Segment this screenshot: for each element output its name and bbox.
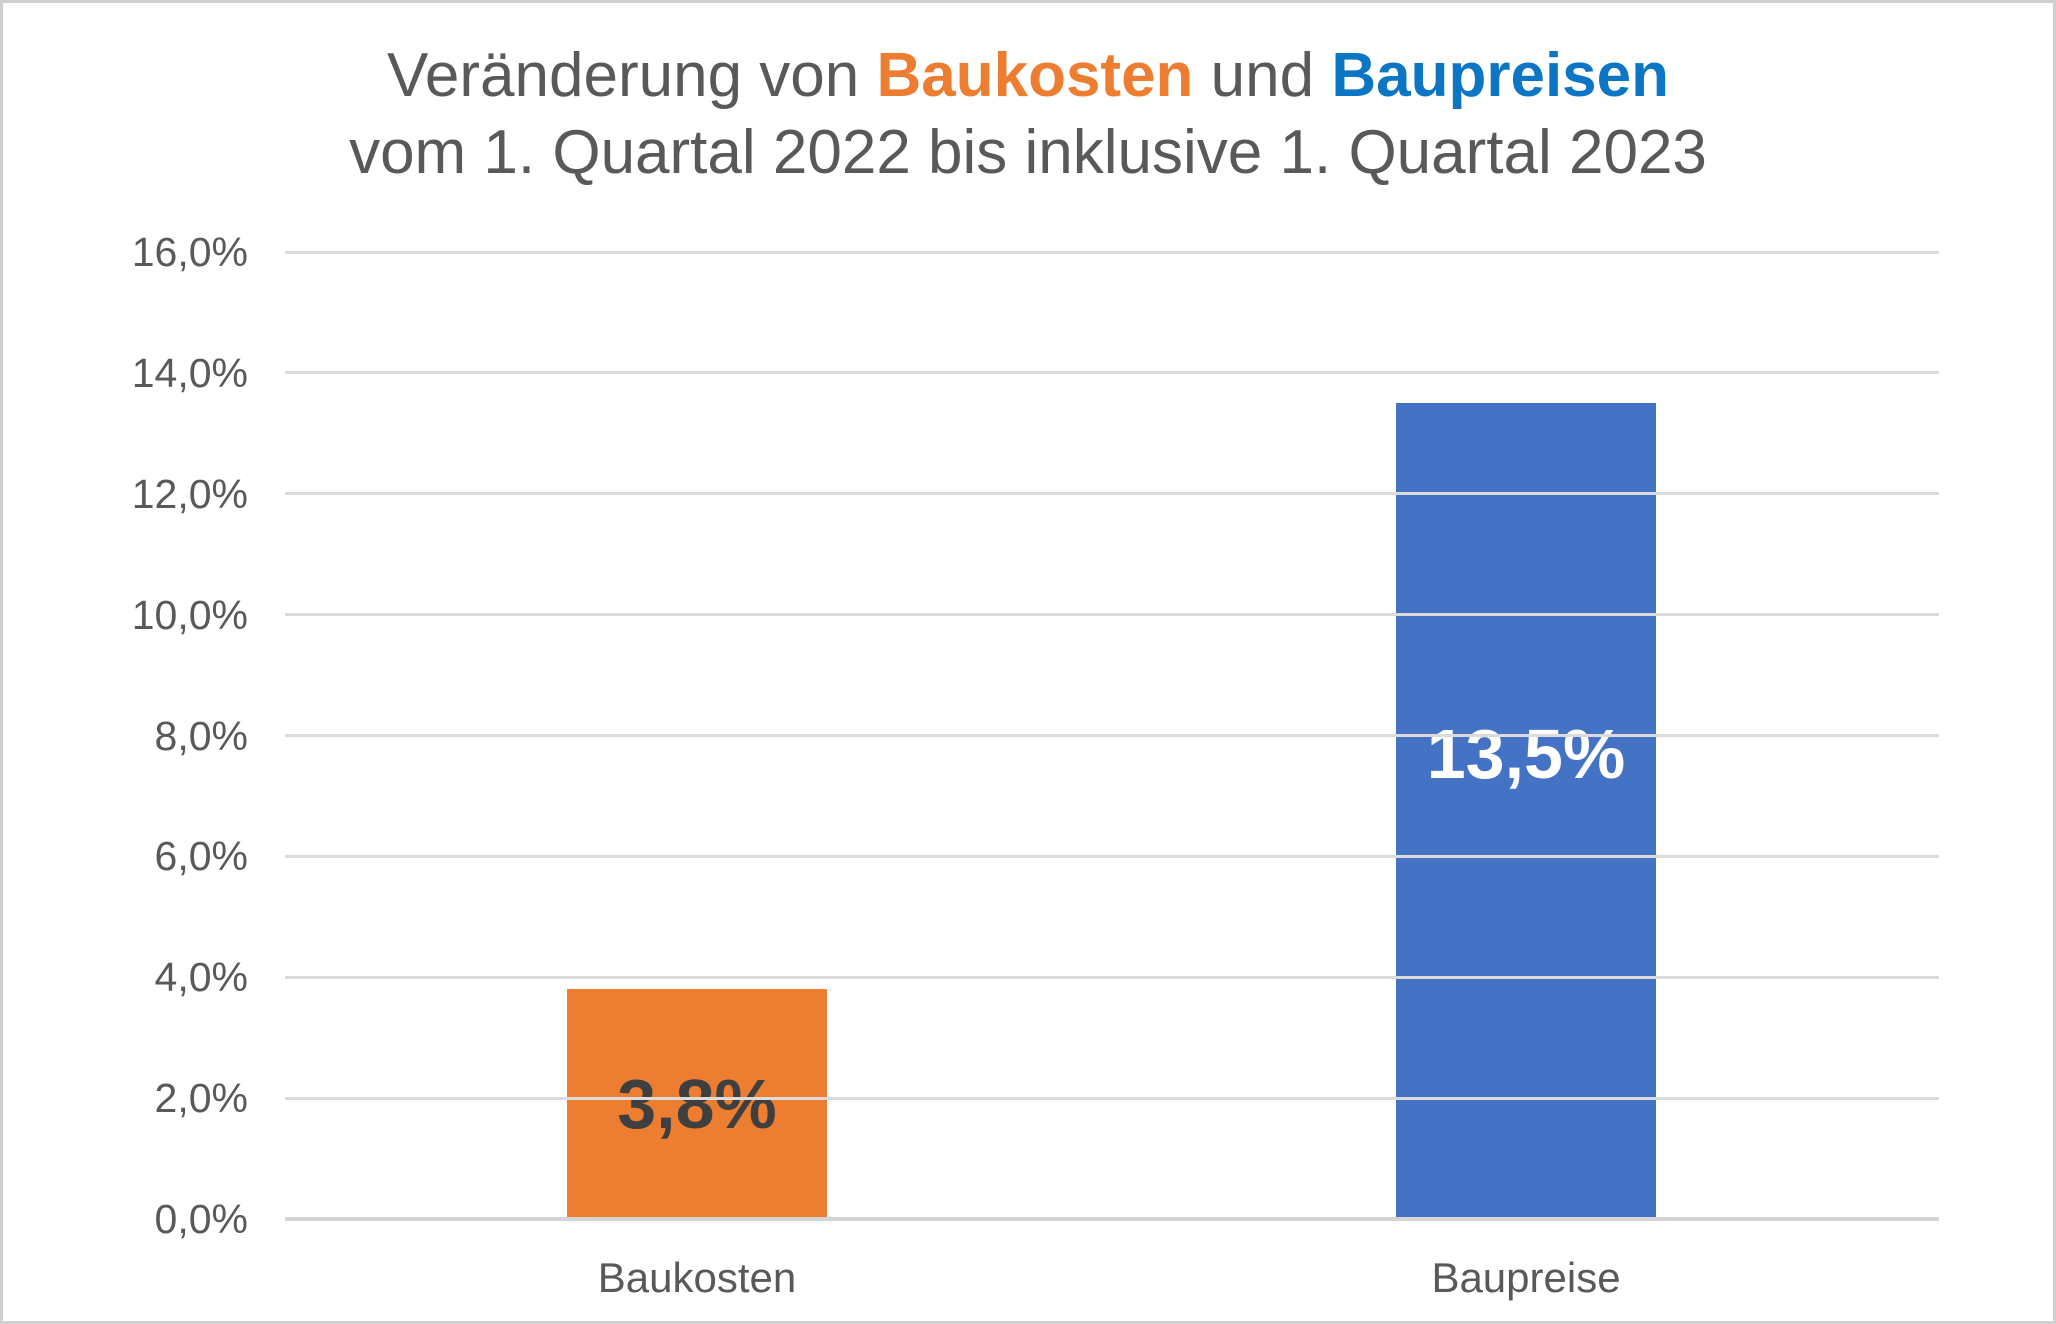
y-tick-label: 14,0% (131, 349, 248, 396)
chart-title: Veränderung von Baukosten und Baupreisen… (3, 37, 2053, 191)
plot-area: 3,8% 13,5% Baukosten Baupreise (285, 250, 1939, 1301)
x-axis-label-baupreise: Baupreise (1431, 1254, 1621, 1301)
gridline (285, 854, 1939, 858)
x-axis-label-baukosten: Baukosten (597, 1254, 797, 1301)
x-axis-baseline (285, 1217, 1939, 1221)
y-tick-label: 10,0% (131, 591, 248, 638)
y-tick-label: 16,0% (131, 229, 248, 275)
y-tick-label: 0,0% (154, 1196, 248, 1242)
y-tick-label: 8,0% (154, 712, 248, 759)
y-tick-label: 12,0% (131, 470, 248, 517)
gridline (285, 250, 1939, 254)
title-baupreisen-highlight: Baupreisen (1331, 41, 1670, 110)
gridline (285, 734, 1939, 737)
y-tick-label: 6,0% (154, 833, 248, 880)
bar-baupreise: 13,5% (1396, 403, 1656, 1219)
gridline (285, 975, 1939, 979)
data-label-baupreise: 13,5% (1426, 714, 1626, 793)
title-text-part2: und (1193, 41, 1332, 110)
y-axis-tick-labels: 16,0% 14,0% 12,0% 10,0% 8,0% 6,0% 4,0% 2,0% 0,0% (3, 229, 248, 1242)
gridline (285, 1096, 1939, 1100)
y-tick-label: 4,0% (154, 954, 248, 1001)
data-label-baukosten: 3,8% (617, 1065, 777, 1143)
gridline (285, 492, 1939, 496)
gridline (285, 613, 1939, 617)
title-text-part1: Veränderung von (386, 41, 877, 110)
gridline (285, 371, 1939, 375)
title-baukosten-highlight: Baukosten (876, 41, 1194, 110)
title-subtitle-line: vom 1. Quartal 2022 bis inklusive 1. Qua… (349, 118, 1707, 187)
bar-baukosten: 3,8% (567, 989, 827, 1219)
y-tick-label: 2,0% (154, 1075, 248, 1122)
